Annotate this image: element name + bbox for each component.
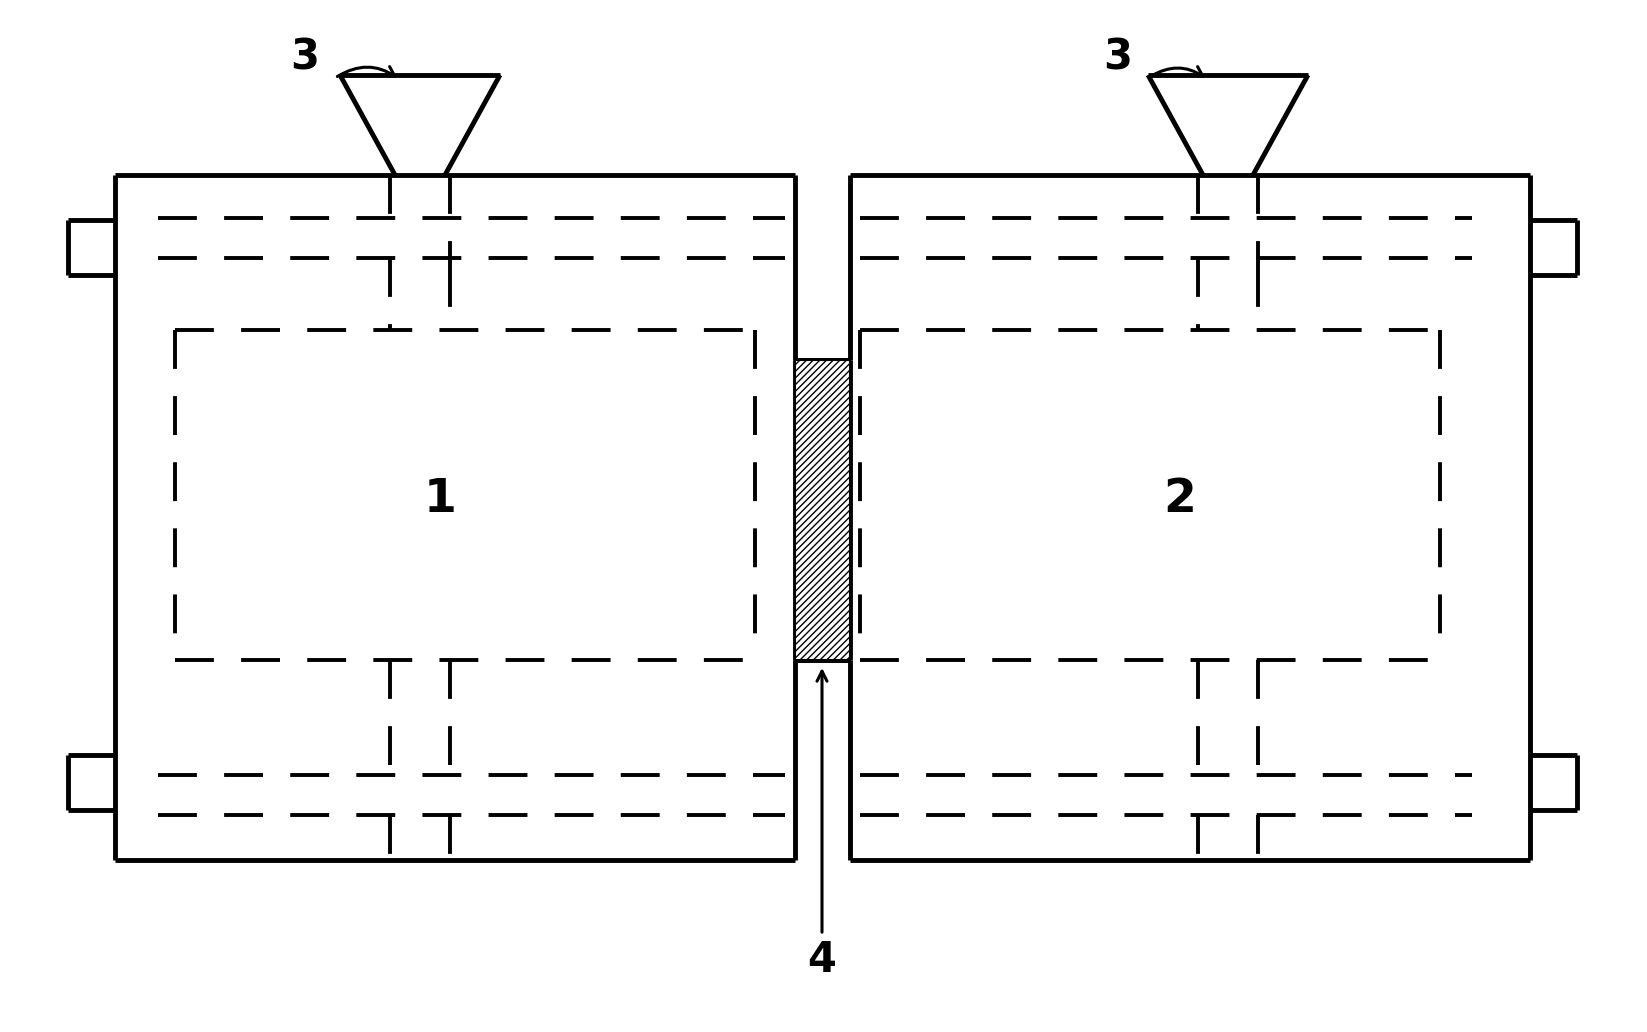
Text: 1: 1 bbox=[423, 478, 456, 522]
Text: 4: 4 bbox=[807, 939, 837, 981]
Text: 2: 2 bbox=[1163, 478, 1196, 522]
Text: 3: 3 bbox=[290, 37, 320, 79]
Text: 3: 3 bbox=[1103, 37, 1133, 79]
Bar bbox=[796, 360, 850, 660]
